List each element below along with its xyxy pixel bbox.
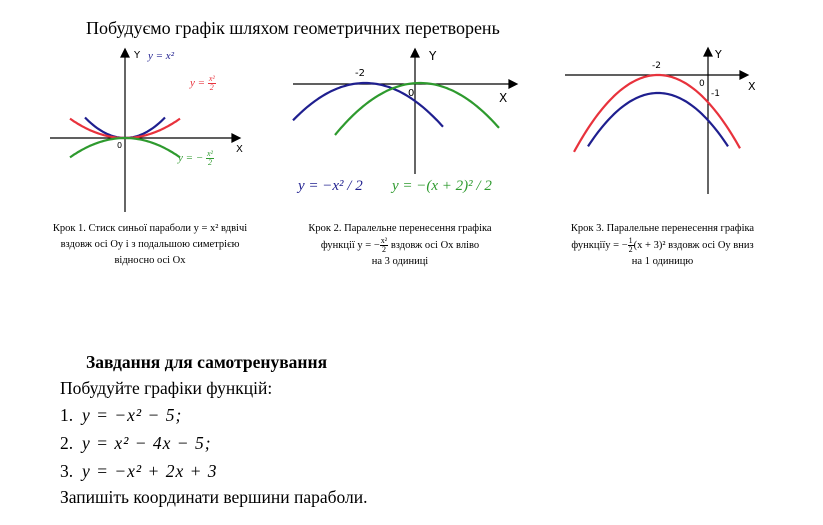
- exercise-task-2: 2. y = x² − 4x − 5;: [60, 433, 212, 453]
- graph2-y-arrow: [410, 47, 420, 58]
- graph1-blue-label: y = x²: [148, 50, 174, 62]
- graph1-y-label: Y: [133, 50, 141, 61]
- graph1-axes: [50, 47, 242, 212]
- graph1-green-label: y = − x² 2: [178, 149, 214, 167]
- graph3-x-arrow: [739, 70, 750, 80]
- graph3-red-parabola: [573, 73, 741, 153]
- graph1-origin-label: 0: [117, 141, 122, 150]
- caption-step2: Крок 2. Паралельне перенесення графіка ф…: [285, 221, 515, 270]
- graph1-red-label: y = x² 2: [190, 74, 216, 92]
- exercise-heading: Завдання для самотренування: [86, 352, 328, 372]
- graph3-x-label: X: [748, 80, 756, 93]
- graph2-blue-formula: y = −x² / 2: [298, 178, 363, 194]
- graph3-y-label: Y: [714, 48, 722, 61]
- graph2-green-formula: y = −(x + 2)² / 2: [392, 178, 492, 194]
- graph3-origin-label: 0: [699, 79, 705, 89]
- exercise-task-3: 3. y = −x² + 2x + 3: [60, 461, 218, 481]
- graph1-y-arrow: [120, 47, 130, 58]
- graph3-y-arrow: [703, 46, 713, 57]
- exercise-task-1: 1. y = −x² − 5;: [60, 405, 183, 425]
- caption-step2-line1: Крок 2. Паралельне перенесення графіка: [308, 223, 492, 234]
- graph2-green-parabola: [334, 81, 500, 136]
- graph3-tick-y-label: -1: [711, 89, 720, 99]
- caption-step1-line3: відносно осі Ox: [114, 255, 186, 266]
- caption-step3: Крок 3. Паралельне перенесення графіка ф…: [540, 221, 785, 270]
- caption-step3-line3: на 1 одиницю: [631, 256, 694, 267]
- graph3-tick-x-label: -2: [652, 61, 661, 71]
- graph-step1: X Y 0: [50, 47, 243, 212]
- caption-step1: Крок 1. Стиск синьої параболи y = x² вдв…: [25, 221, 275, 269]
- caption-step3-line1: Крок 3. Паралельне перенесення графіка: [570, 223, 755, 234]
- caption-step2-line2: функції y = − x² 2 вздовж осі Ox вліво: [320, 236, 480, 254]
- graph2-tick-label: -2: [355, 68, 365, 79]
- caption-step1-line2: вздовж осі Oy і з подальшою симетрією: [60, 239, 240, 250]
- graph1-green-parabola: [69, 136, 181, 159]
- exercise-footer: Запишіть координати вершини параболи.: [60, 487, 368, 507]
- graph2-origin-label: 0: [408, 88, 414, 99]
- graph-step2: X Y 0 -2: [292, 47, 519, 174]
- graph2-blue-parabola: [292, 81, 444, 128]
- caption-step3-line2: функціїy = −1 2 (x + 3)² вздовж осі Oy вни…: [571, 236, 754, 254]
- caption-step1-line1: Крок 1. Стиск синьої параболи y = x² вдв…: [52, 223, 248, 234]
- page-title: Побудуємо графік шляхом геометричних пер…: [86, 18, 500, 38]
- graph1-x-arrow: [231, 133, 242, 143]
- exercise-intro: Побудуйте графіки функцій:: [60, 378, 273, 398]
- graph2-x-arrow: [508, 79, 519, 89]
- graph3-blue-parabola: [587, 91, 729, 148]
- graph-step3: X Y 0 -2 -1: [565, 46, 756, 194]
- graph1-x-label: X: [236, 144, 243, 155]
- graph2-y-label: Y: [428, 49, 437, 63]
- caption-step2-line3: на 3 одиниці: [371, 256, 429, 267]
- graph2-x-label: X: [499, 91, 507, 105]
